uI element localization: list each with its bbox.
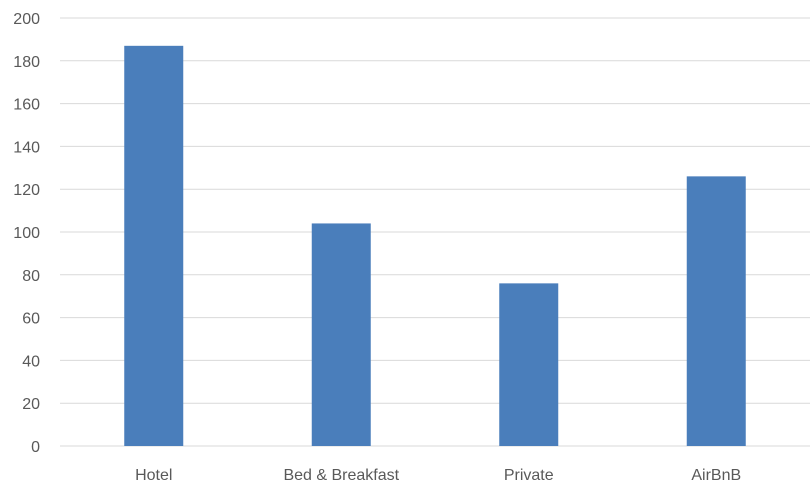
x-tick-label: Private — [504, 467, 554, 483]
y-tick-label: 140 — [13, 139, 40, 156]
bar-bed-breakfast — [311, 223, 371, 446]
y-tick-label: 20 — [22, 396, 40, 413]
gridlines — [60, 17, 810, 447]
x-tick-label: AirBnB — [691, 467, 741, 483]
y-tick-label: 60 — [22, 311, 40, 328]
y-tick-label: 160 — [13, 97, 40, 114]
y-tick-label: 180 — [13, 54, 40, 71]
x-tick-label: Hotel — [135, 467, 172, 483]
y-tick-label: 200 — [13, 11, 40, 28]
y-axis-ticks: 0 20 40 60 80 100 120 140 160 180 200 — [13, 11, 40, 456]
x-tick-label: Bed & Breakfast — [283, 467, 399, 483]
bar-airbnb — [686, 176, 746, 447]
x-axis-ticks: Hotel Bed & Breakfast Private AirBnB — [135, 467, 741, 483]
y-tick-label: 80 — [22, 268, 40, 285]
bars — [124, 45, 746, 447]
bar-hotel — [124, 45, 184, 446]
y-tick-label: 120 — [13, 182, 40, 199]
y-tick-label: 40 — [22, 353, 40, 370]
bar-private — [499, 283, 559, 446]
y-tick-label: 100 — [13, 225, 40, 242]
y-tick-label: 0 — [31, 439, 40, 456]
